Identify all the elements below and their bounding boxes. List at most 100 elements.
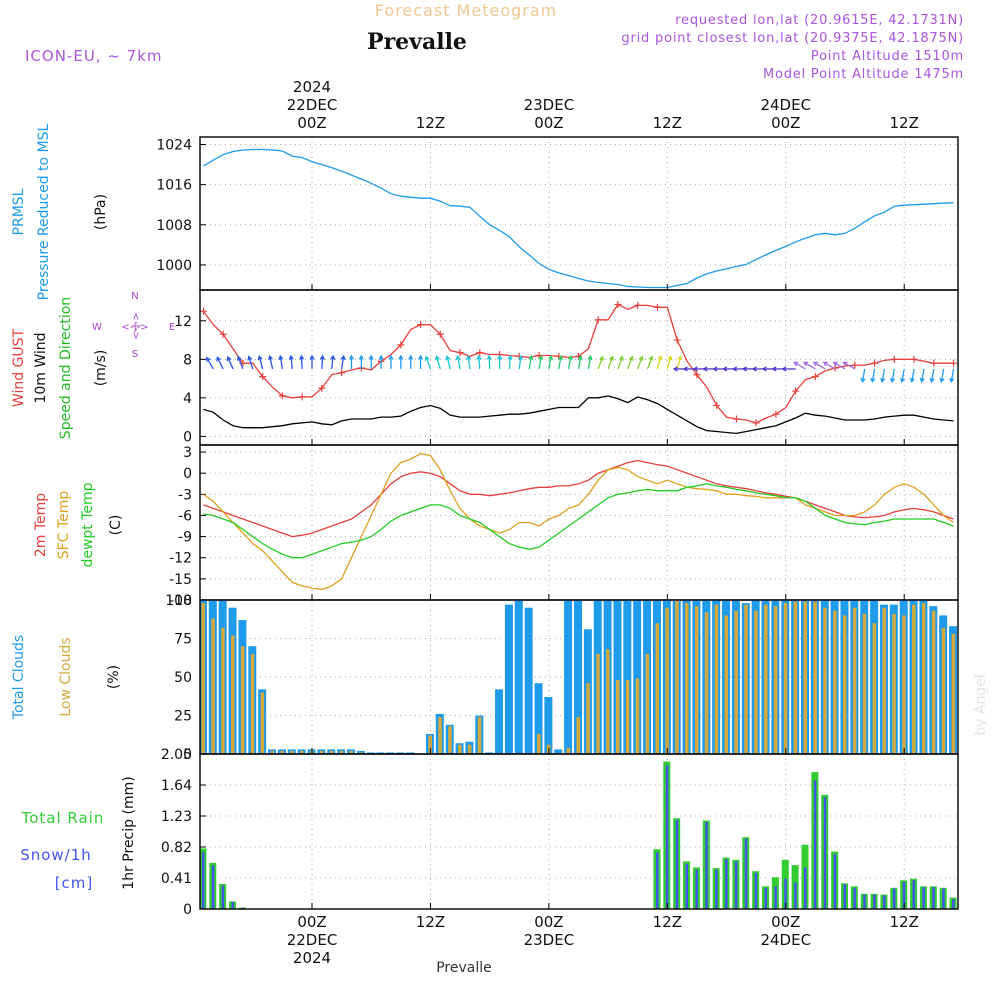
wind-arrow-head <box>667 355 673 361</box>
low-cloud-bar <box>793 601 798 754</box>
wind-arrow <box>646 356 653 370</box>
temp-panel-labels: 2m Temp SFC Temp dewpt Temp (C) <box>33 482 124 567</box>
low-cloud-bar <box>596 653 600 754</box>
gust-marker <box>338 369 346 377</box>
bottom-time-label: 22DEC <box>287 931 338 949</box>
snow-bar <box>211 865 215 909</box>
wind-arrow <box>656 356 662 370</box>
wind-arrow <box>435 356 441 370</box>
wind-arrow <box>607 356 614 370</box>
bottom-time-label: 23DEC <box>524 931 575 949</box>
low-cloud-bar <box>438 717 442 754</box>
bottom-time-label: 00Z <box>771 913 800 931</box>
wind-label-dir: Speed and Direction <box>58 297 74 439</box>
low-cloud-bar <box>201 603 205 754</box>
wind-arrow-head <box>226 355 232 362</box>
gust-marker <box>851 361 859 369</box>
wind-arrow-head <box>528 354 534 361</box>
low-cloud-bar <box>694 606 699 754</box>
precip-ylabel: 1hr Precip (mm) <box>121 776 137 889</box>
total-cloud-bar <box>534 683 543 754</box>
low-cloud-bar <box>931 610 936 754</box>
wind-arrow-head <box>548 354 554 361</box>
snow-bar <box>952 899 955 909</box>
top-time-label: 23DEC <box>524 96 575 114</box>
wind-arrow-head <box>741 366 747 372</box>
gust-marker <box>200 307 207 315</box>
low-cloud-bar <box>833 610 837 754</box>
compass-arrows-vertical: <-|-> <box>131 312 142 339</box>
snow-bar <box>784 878 787 909</box>
snow-bar <box>863 894 866 909</box>
wind-arrow <box>290 355 293 370</box>
low-cloud-bar <box>606 649 610 754</box>
wind-arrow-head <box>358 354 364 360</box>
wind-arrow <box>237 356 244 370</box>
wind-arrow <box>843 361 856 370</box>
low-cloud-bar <box>635 678 640 754</box>
low-cloud-bar <box>260 692 265 754</box>
top-time-label: 24DEC <box>760 96 811 114</box>
snow-bar <box>892 888 896 909</box>
low-cloud-bar <box>537 733 541 754</box>
wind-arrow-head <box>899 377 906 384</box>
low-cloud-bar <box>675 600 679 754</box>
snow-bar <box>804 867 807 909</box>
precip-panel-labels: Total Rain Snow/1h [cm] 1hr Precip (mm) <box>20 776 137 892</box>
bottom-time-label: 00Z <box>297 913 326 931</box>
low-cloud-bar <box>250 653 255 754</box>
wind-arrow <box>446 356 451 370</box>
wind-arrow <box>666 356 672 370</box>
y-tick-label: 0 <box>183 466 192 482</box>
wind-arrow-head <box>860 377 866 384</box>
snow-bar <box>734 861 738 909</box>
snow-bar <box>853 887 856 909</box>
low-cloud-bar <box>290 750 294 754</box>
low-cloud-bar <box>685 603 689 754</box>
wind-arrow-head <box>445 355 451 361</box>
wind-arrow-head <box>771 366 777 372</box>
panel-clouds: 0 25 50 75 100 <box>165 593 959 763</box>
series-group <box>200 761 958 909</box>
model-label: ICON-EU, ~ 7km <box>25 47 163 65</box>
wind-arrow-head <box>812 361 818 367</box>
wind-arrow-head <box>832 361 838 367</box>
low-cloud-bar <box>211 618 215 754</box>
total-cloud-bar <box>485 752 494 754</box>
total-cloud-bar <box>573 600 582 754</box>
bottom-time-label: 24DEC <box>760 931 811 949</box>
low-cloud-bar <box>576 717 580 754</box>
series-line-prmsl <box>203 148 954 289</box>
pressure-label-prmsl: PRMSL <box>11 188 27 235</box>
y-tick-label: 1.64 <box>161 778 192 794</box>
wind-arrow-head <box>609 355 614 361</box>
compass-east: E <box>169 322 175 333</box>
y-tick-label: 1024 <box>156 138 192 154</box>
cloud-panel-labels: Total Clouds Low Clouds (%) <box>11 635 122 720</box>
low-cloud-bar <box>892 613 896 754</box>
series-line-10m-wind <box>203 395 954 435</box>
low-cloud-bar <box>458 744 462 754</box>
total-cloud-bar <box>554 749 563 754</box>
temp-label-dewpt: dewpt Temp <box>80 482 96 567</box>
wind-arrow <box>567 356 572 370</box>
wind-arrow-head <box>880 377 886 384</box>
low-cloud-bar <box>467 744 472 754</box>
wind-arrow-head <box>486 354 492 360</box>
gust-marker <box>693 371 701 379</box>
low-cloud-bar <box>349 750 353 754</box>
snow-bar <box>665 765 669 909</box>
snow-bar <box>725 859 728 909</box>
low-cloud-bar <box>882 607 886 754</box>
wind-arrow-head <box>567 354 573 361</box>
wind-arrow <box>871 368 876 382</box>
series-group <box>203 452 954 591</box>
low-cloud-bar <box>773 606 778 754</box>
wind-arrow-head <box>517 354 524 360</box>
total-cloud-bar <box>386 752 395 754</box>
wind-arrow-head <box>299 354 305 360</box>
wind-arrow-head <box>919 377 925 384</box>
wind-arrow <box>478 355 481 370</box>
wind-arrow-head <box>702 366 708 372</box>
